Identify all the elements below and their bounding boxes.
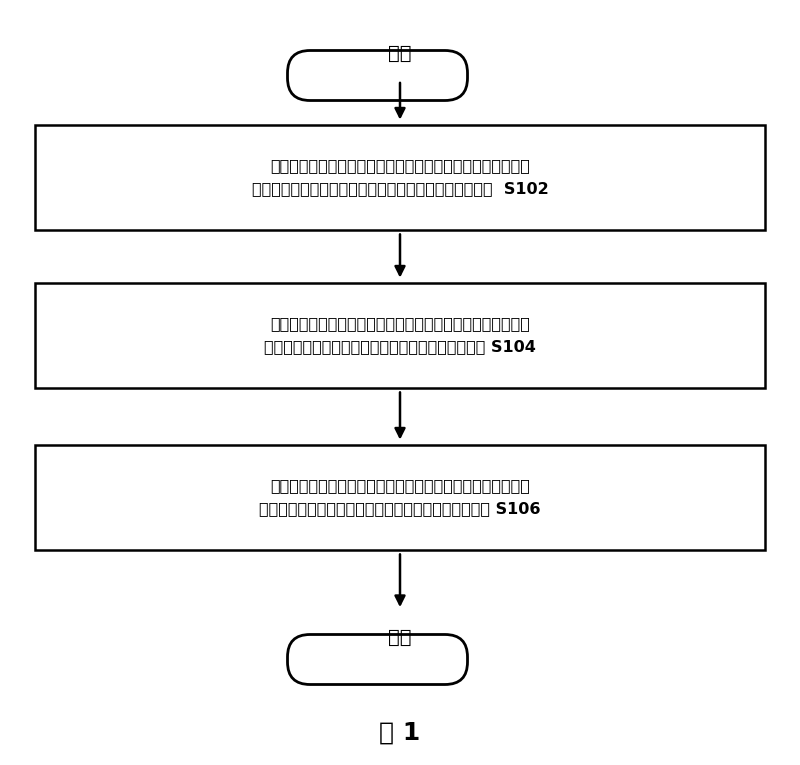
FancyBboxPatch shape bbox=[287, 50, 467, 100]
Text: 结束: 结束 bbox=[388, 627, 412, 646]
Text: 建立分布式虚拟资源块逻辑号与分布式物理资源块逻辑号之间
的映射关系，并将映射关系分别存储在基站和用户设备中  S102: 建立分布式虚拟资源块逻辑号与分布式物理资源块逻辑号之间 的映射关系，并将映射关系… bbox=[252, 158, 548, 196]
Text: 用户设备根据映射关系找出与分布式虚拟资源块逻辑号对应的
分布式物理资源块逻辑号，以接收基站发送给其的数据 S106: 用户设备根据映射关系找出与分布式虚拟资源块逻辑号对应的 分布式物理资源块逻辑号，… bbox=[259, 478, 541, 516]
FancyBboxPatch shape bbox=[287, 634, 467, 685]
Text: 图 1: 图 1 bbox=[379, 721, 421, 745]
Bar bbox=[35, 125, 765, 230]
Text: 开始: 开始 bbox=[388, 44, 412, 63]
Bar bbox=[35, 444, 765, 549]
Bar bbox=[35, 282, 765, 388]
Text: 在基站需要进行数据传输时，基站将对应于为用户设备分配的
物理资源的分布式虚拟资源块逻辑号发送至用户设备 S104: 在基站需要进行数据传输时，基站将对应于为用户设备分配的 物理资源的分布式虚拟资源… bbox=[264, 316, 536, 354]
